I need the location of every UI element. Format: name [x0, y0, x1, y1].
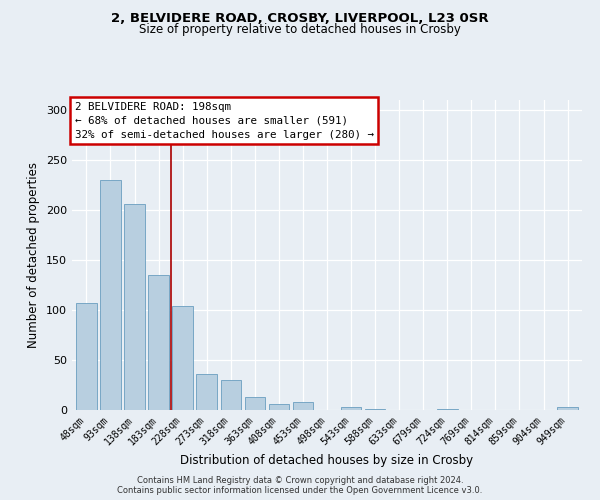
Text: Size of property relative to detached houses in Crosby: Size of property relative to detached ho…	[139, 22, 461, 36]
Bar	[341, 407, 361, 410]
Bar	[437, 409, 458, 410]
Bar	[148, 275, 169, 410]
Bar	[365, 409, 385, 410]
Y-axis label: Number of detached properties: Number of detached properties	[28, 162, 40, 348]
X-axis label: Distribution of detached houses by size in Crosby: Distribution of detached houses by size …	[181, 454, 473, 467]
Bar	[124, 204, 145, 410]
Bar	[172, 306, 193, 410]
Bar	[221, 380, 241, 410]
Bar	[196, 374, 217, 410]
Text: Contains HM Land Registry data © Crown copyright and database right 2024.: Contains HM Land Registry data © Crown c…	[137, 476, 463, 485]
Bar	[557, 407, 578, 410]
Bar	[293, 402, 313, 410]
Text: 2 BELVIDERE ROAD: 198sqm
← 68% of detached houses are smaller (591)
32% of semi-: 2 BELVIDERE ROAD: 198sqm ← 68% of detach…	[74, 102, 374, 140]
Bar	[76, 303, 97, 410]
Text: Contains public sector information licensed under the Open Government Licence v3: Contains public sector information licen…	[118, 486, 482, 495]
Bar	[100, 180, 121, 410]
Bar	[245, 397, 265, 410]
Text: 2, BELVIDERE ROAD, CROSBY, LIVERPOOL, L23 0SR: 2, BELVIDERE ROAD, CROSBY, LIVERPOOL, L2…	[111, 12, 489, 26]
Bar	[269, 404, 289, 410]
